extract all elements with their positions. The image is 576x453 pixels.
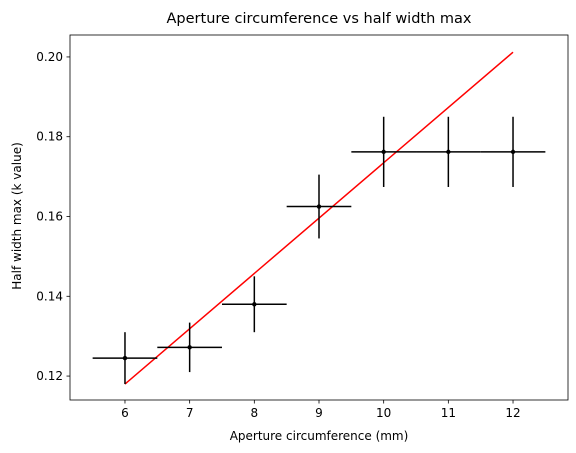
x-tick-label: 10 — [376, 406, 391, 420]
x-tick-label: 9 — [315, 406, 323, 420]
ticks: 6 7 8 9 10 11 12 0.12 0.14 0.16 0.18 0.20 — [36, 50, 520, 420]
point-marker — [122, 355, 128, 361]
x-axis-label: Aperture circumference (mm) — [230, 429, 409, 443]
x-tick-label: 6 — [121, 406, 129, 420]
data-point — [221, 276, 287, 333]
data-points-layer — [92, 116, 546, 385]
y-tick-label: 0.14 — [36, 289, 63, 303]
y-tick-label: 0.20 — [36, 50, 63, 64]
point-marker — [316, 204, 322, 209]
y-tick-label: 0.18 — [36, 130, 63, 144]
x-tick-label: 7 — [186, 406, 194, 420]
data-point — [416, 116, 481, 187]
point-marker — [510, 149, 516, 155]
x-tick-label: 12 — [505, 406, 520, 420]
point-marker — [187, 345, 192, 350]
y-axis-label: Half width max (k value) — [10, 142, 24, 290]
x-tick-label: 11 — [441, 406, 456, 420]
y-tick-label: 0.12 — [36, 369, 63, 383]
point-marker — [381, 149, 386, 155]
data-point — [92, 332, 158, 385]
point-marker — [252, 302, 257, 307]
y-tick-label: 0.16 — [36, 210, 63, 224]
data-point — [157, 322, 222, 373]
chart-title: Aperture circumference vs half width max — [167, 11, 472, 27]
data-point — [480, 116, 546, 187]
data-point — [286, 174, 352, 239]
point-marker — [446, 149, 451, 155]
x-tick-label: 8 — [251, 406, 259, 420]
data-point — [351, 116, 417, 187]
